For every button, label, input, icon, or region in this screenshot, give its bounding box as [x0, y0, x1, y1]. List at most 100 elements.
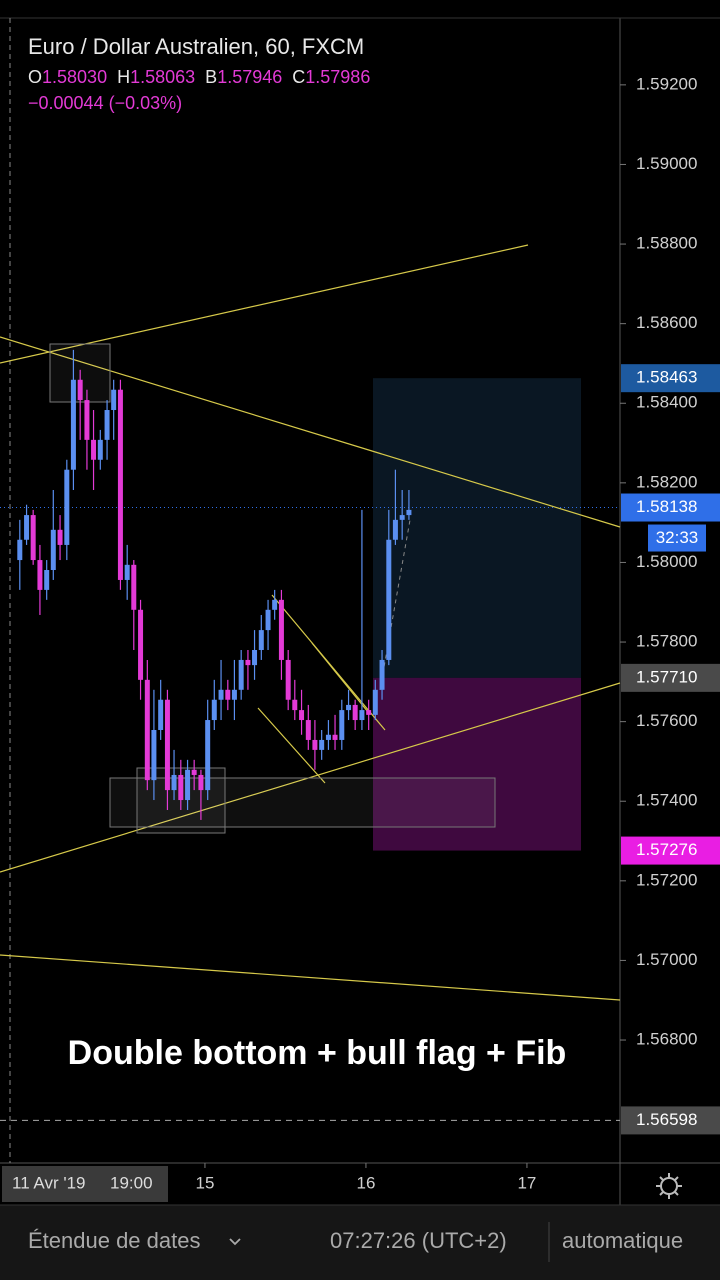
y-tick-label: 1.58200 — [636, 472, 697, 491]
annotation: Double bottom + bull flag + Fib — [68, 1034, 567, 1072]
candle-body — [111, 389, 117, 411]
x-tick-label: 17 — [517, 1173, 536, 1192]
candle-body — [332, 734, 338, 740]
profit-zone — [373, 378, 581, 678]
candle-body — [104, 410, 110, 440]
ohlc-value: 1.58030 — [42, 67, 107, 87]
y-tick-label: 1.57600 — [636, 711, 697, 730]
chart-title: Euro / Dollar Australien, 60, FXCM — [28, 34, 364, 59]
ohlc-value: 1.58063 — [130, 67, 195, 87]
candle-body — [278, 599, 284, 660]
candle-body — [24, 515, 30, 540]
candles — [17, 349, 412, 820]
candle-body — [191, 769, 197, 775]
candle-body — [392, 519, 398, 540]
candle-body — [117, 389, 123, 580]
scale-mode-button[interactable]: automatique — [562, 1228, 683, 1253]
y-tick-label: 1.58000 — [636, 552, 697, 571]
countdown: 32:33 — [656, 528, 699, 547]
candle-body — [252, 649, 258, 666]
candle-body — [238, 659, 244, 690]
ohlc-key: H — [117, 67, 130, 87]
candle-body — [50, 529, 56, 571]
candle-body — [292, 699, 298, 711]
dropdown-caret[interactable] — [229, 1238, 241, 1246]
y-tick-label: 1.57000 — [636, 950, 697, 969]
trend-line — [0, 244, 529, 364]
y-tick-label: 1.58600 — [636, 313, 697, 332]
candle-body — [124, 564, 130, 580]
candle-body — [386, 539, 392, 660]
bottom-bar — [0, 1205, 720, 1280]
candle-body — [245, 659, 251, 666]
change: −0.00044 (−0.03%) — [28, 93, 182, 113]
y-tick-label: 1.58400 — [636, 393, 697, 412]
candle-body — [37, 560, 43, 590]
price-label-bg — [621, 663, 720, 692]
candle-body — [211, 699, 217, 721]
price-label: 1.57710 — [636, 667, 697, 686]
candle-body — [399, 515, 405, 520]
date-range-button[interactable]: Étendue de dates — [28, 1228, 200, 1253]
candle-body — [339, 710, 345, 740]
candle-body — [77, 379, 83, 401]
candle-body — [265, 609, 271, 631]
loss-zone — [373, 677, 581, 851]
candle-body — [205, 720, 211, 791]
countdown-bg — [648, 524, 706, 552]
candle-body — [366, 710, 372, 715]
price-label-bg — [621, 493, 720, 522]
candle-body — [57, 529, 63, 545]
price-label: 1.57276 — [636, 840, 697, 859]
candle-body — [64, 469, 70, 545]
ohlc-header: O1.58030 H1.58063 B1.57946 C1.57986 — [28, 67, 370, 87]
candle-body — [144, 679, 150, 781]
candle-body — [285, 659, 291, 700]
candle-body — [17, 539, 23, 561]
candle-body — [185, 769, 191, 801]
candle-body — [225, 689, 231, 700]
candle-body — [138, 609, 144, 680]
candle-body — [352, 704, 358, 721]
crosshair-label-bg — [2, 1166, 168, 1202]
candle-body — [171, 774, 177, 791]
ohlc-value: 1.57946 — [217, 67, 282, 87]
price-label: 1.58138 — [636, 497, 697, 516]
candle-body — [164, 699, 170, 791]
price-label-bg — [621, 836, 720, 865]
price-label-bg — [621, 1106, 720, 1135]
settings-gear-teeth[interactable] — [656, 1173, 682, 1199]
candle-body — [305, 720, 311, 740]
candle-body — [231, 689, 237, 700]
candle-body — [406, 509, 412, 516]
clock: 07:27:26 (UTC+2) — [330, 1228, 507, 1253]
flag-line — [311, 642, 369, 713]
candle-body — [325, 734, 331, 740]
candle-body — [151, 729, 157, 781]
y-tick-label: 1.57400 — [636, 791, 697, 810]
candle-body — [131, 564, 137, 610]
price-label: 1.58463 — [636, 368, 697, 387]
candle-body — [372, 689, 378, 715]
settings-icon[interactable] — [656, 1173, 682, 1199]
candle-body — [84, 400, 90, 440]
price-label-bg — [621, 364, 720, 393]
flag-line — [257, 707, 326, 784]
candle-body — [272, 599, 278, 610]
position-boxes — [373, 378, 581, 851]
y-tick-label: 1.57200 — [636, 870, 697, 889]
y-tick-label: 1.58800 — [636, 234, 697, 253]
candle-body — [379, 659, 385, 690]
x-tick-label: 16 — [356, 1173, 375, 1192]
x-tick-label: 15 — [195, 1173, 214, 1192]
y-tick-label: 1.56800 — [636, 1030, 697, 1049]
candle-body — [359, 710, 365, 721]
ohlc-key: C — [292, 67, 305, 87]
y-tick-label: 1.57800 — [636, 632, 697, 651]
candle-body — [97, 439, 103, 460]
candle-body — [91, 439, 97, 460]
candle-body — [178, 774, 184, 801]
